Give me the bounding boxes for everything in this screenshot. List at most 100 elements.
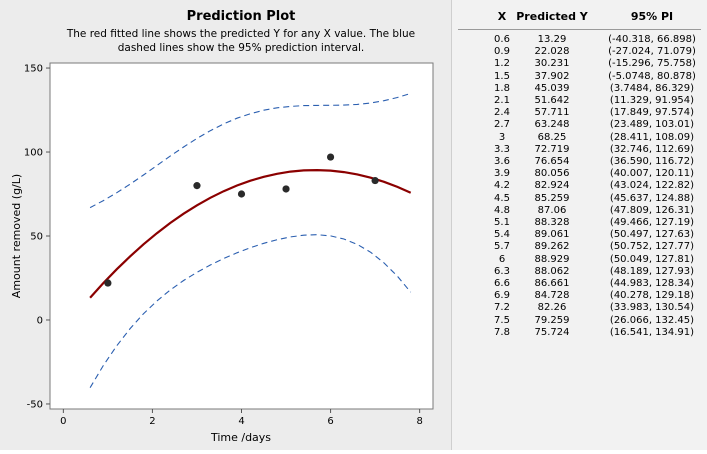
header-95-pi: 95% PI [630, 10, 674, 23]
cell-95-pi: (16.541, 134.91) [609, 326, 695, 338]
cell-x: 1.2 [494, 58, 510, 70]
cell-predicted-y: 86.661 [534, 278, 570, 289]
table-row: 1.2 30.231 (-15.296, 75.758) [452, 58, 707, 70]
y-tick-label: -50 [27, 399, 43, 410]
table-row: 3.9 80.056 (40.007, 120.11) [452, 168, 707, 180]
y-tick-label: 50 [30, 232, 43, 243]
cell-x: 4.2 [494, 180, 510, 192]
cell-95-pi: (-5.0748, 80.878) [608, 70, 696, 82]
cell-predicted-y: 37.902 [534, 70, 570, 82]
cell-x: 4.8 [494, 204, 510, 216]
table-row: 4.5 85.259 (45.637, 124.88) [452, 193, 707, 205]
cell-predicted-y: 80.056 [534, 168, 570, 180]
cell-95-pi: (48.189, 127.93) [609, 265, 695, 277]
cell-x: 2.1 [494, 95, 510, 106]
table-row: 7.2 82.26 (33.983, 130.54) [452, 302, 707, 314]
cell-95-pi: (-27.024, 71.079) [608, 46, 696, 58]
cell-x: 2.4 [494, 107, 510, 119]
x-tick-label: 6 [327, 416, 333, 427]
cell-x: 5.7 [494, 241, 510, 253]
cell-x: 7.8 [494, 326, 510, 338]
table-row: 6.6 86.661 (44.983, 128.34) [452, 278, 707, 290]
table-row: 5.1 88.328 (49.466, 127.19) [452, 217, 707, 229]
curves [89, 92, 412, 388]
cell-95-pi: (45.637, 124.88) [609, 192, 695, 204]
cell-x: 6.3 [494, 265, 510, 277]
table-row: 2.7 63.248 (23.489, 103.01) [452, 119, 707, 131]
cell-predicted-y: 22.028 [534, 46, 570, 58]
table-row: 2.1 51.642 (11.329, 91.954) [452, 95, 707, 107]
x-tick-label: 8 [416, 416, 422, 427]
cell-95-pi: (40.278, 129.18) [609, 290, 695, 302]
chart-subtitle-line-1: The red fitted line shows the predicted … [66, 28, 415, 40]
cell-95-pi: (-40.318, 66.898) [608, 34, 696, 45]
fitted-line [89, 168, 412, 299]
upper-prediction-interval-line [89, 92, 411, 209]
cell-95-pi: (23.489, 103.01) [609, 119, 695, 131]
cell-x: 4.5 [494, 192, 510, 204]
cell-predicted-y: 89.262 [534, 241, 570, 253]
data-point [237, 190, 246, 198]
data-points [104, 153, 379, 287]
cell-95-pi: (17.849, 97.574) [609, 107, 695, 119]
cell-x: 6.6 [494, 278, 510, 289]
table-row: 0.9 22.028 (-27.024, 71.079) [452, 46, 707, 58]
plot-area [49, 62, 434, 410]
table-row: 5.7 89.262 (50.752, 127.77) [452, 241, 707, 253]
cell-95-pi: (50.049, 127.81) [609, 253, 695, 265]
x-tick-label: 2 [149, 416, 155, 427]
header-divider [458, 29, 701, 30]
prediction-table: X Predicted Y 95% PI 0.6 13.29 (-40.318, 6… [451, 0, 707, 450]
cell-predicted-y: 88.328 [534, 217, 570, 228]
header-predicted-y: Predicted Y [516, 10, 588, 23]
table-row: 6.3 88.062 (48.189, 127.93) [452, 266, 707, 278]
cell-predicted-y: 76.654 [534, 156, 570, 167]
table-row: 3.6 76.654 (36.590, 116.72) [452, 156, 707, 168]
cell-x: 3 [498, 131, 506, 143]
cell-x: 3.3 [494, 143, 510, 155]
cell-95-pi: (43.024, 122.82) [609, 180, 695, 192]
data-point [193, 182, 201, 190]
cell-predicted-y: 72.719 [534, 143, 570, 155]
table-row: 1.5 37.902 (-5.0748, 80.878) [452, 71, 707, 83]
cell-95-pi: (11.329, 91.954) [609, 95, 695, 106]
cell-x: 6.9 [494, 290, 510, 302]
table-row: 2.4 57.711 (17.849, 97.574) [452, 107, 707, 119]
x-tick-label: 4 [238, 416, 244, 427]
data-point [371, 176, 379, 185]
cell-predicted-y: 30.231 [534, 58, 570, 70]
cell-95-pi: (-15.296, 75.758) [608, 58, 696, 70]
cell-predicted-y: 75.724 [534, 326, 570, 338]
cell-95-pi: (49.466, 127.19) [609, 217, 695, 228]
cell-predicted-y: 57.711 [534, 107, 570, 119]
cell-x: 6 [498, 253, 506, 265]
y-tick-label: 150 [24, 64, 43, 75]
cell-95-pi: (33.983, 130.54) [609, 302, 695, 314]
cell-x: 1.8 [494, 82, 510, 94]
prediction-plot: Prediction Plot The red fitted line show… [10, 9, 434, 444]
table-row: 4.8 87.06 (47.809, 126.31) [452, 205, 707, 217]
cell-95-pi: (32.746, 112.69) [609, 143, 695, 155]
cell-x: 5.1 [494, 217, 510, 228]
cell-predicted-y: 79.259 [534, 314, 570, 326]
y-tick-label: 0 [37, 315, 43, 326]
cell-x: 3.9 [494, 168, 510, 180]
cell-x: 2.7 [494, 119, 510, 131]
cell-95-pi: (40.007, 120.11) [609, 168, 695, 180]
cell-predicted-y: 85.259 [534, 192, 570, 204]
cell-95-pi: (28.411, 108.09) [609, 131, 695, 143]
cell-95-pi: (26.066, 132.45) [609, 314, 695, 326]
cell-95-pi: (50.497, 127.63) [609, 229, 695, 241]
cell-predicted-y: 88.062 [534, 265, 570, 277]
cell-95-pi: (47.809, 126.31) [609, 204, 695, 216]
cell-predicted-y: 89.061 [534, 229, 570, 241]
table-row: 6.9 84.728 (40.278, 129.18) [452, 290, 707, 302]
cell-predicted-y: 45.039 [534, 82, 570, 94]
header-x: X [497, 10, 507, 23]
cell-predicted-y: 13.29 [537, 34, 567, 45]
data-point [326, 153, 335, 161]
cell-x: 1.5 [494, 70, 510, 82]
cell-predicted-y: 68.25 [537, 131, 567, 143]
table-row: 0.6 13.29 (-40.318, 66.898) [452, 34, 707, 46]
x-tick-label: 0 [60, 416, 66, 427]
